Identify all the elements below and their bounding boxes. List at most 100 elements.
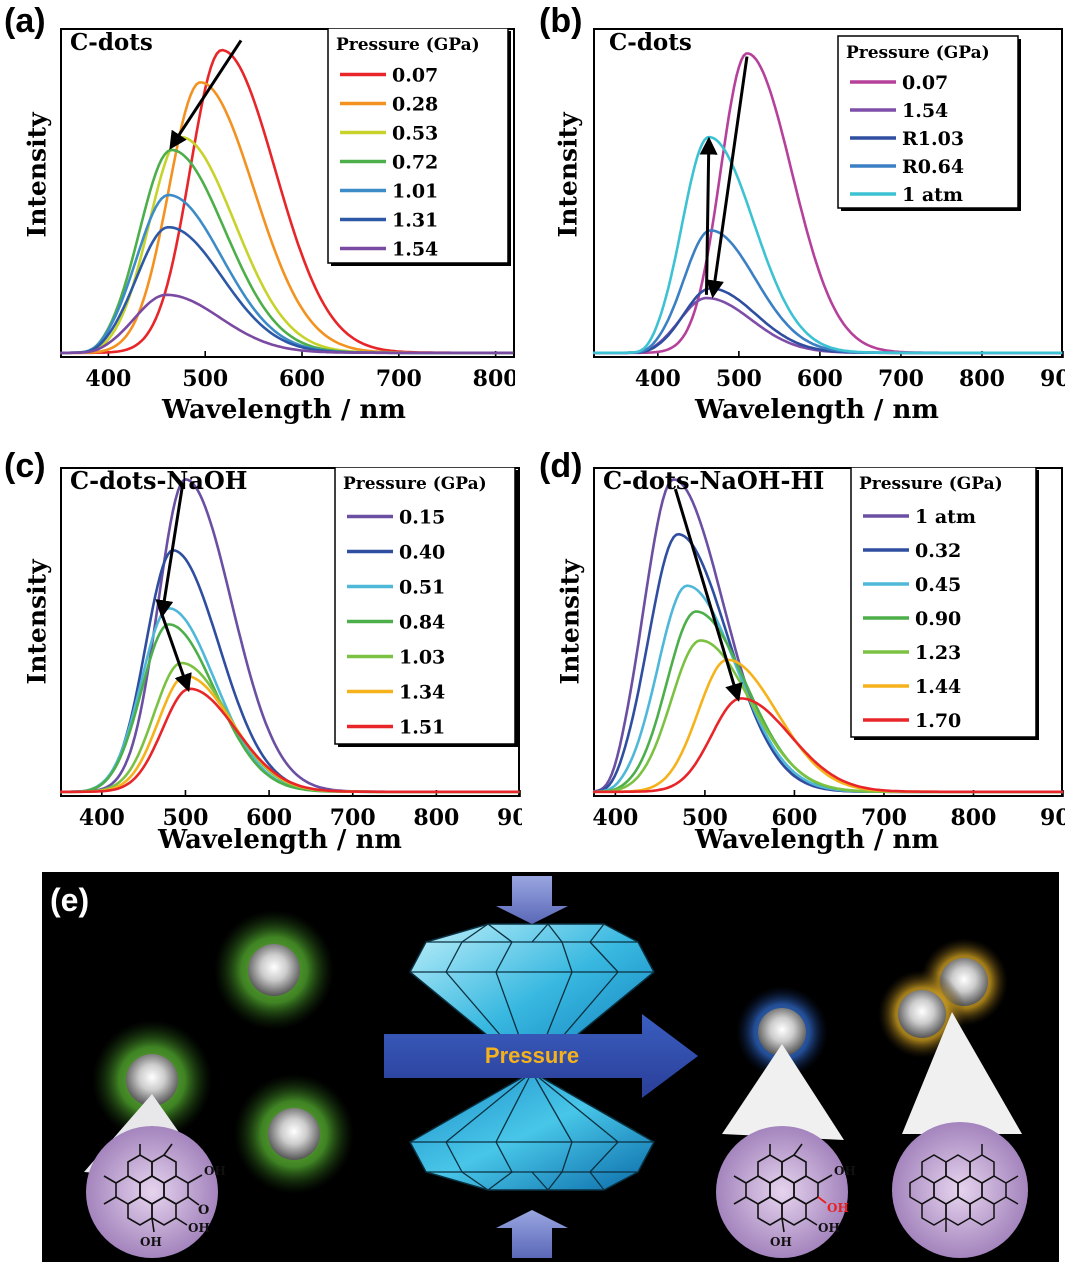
x-tick-label-a-4: 800 xyxy=(473,366,515,392)
legend-label-c-6: 1.51 xyxy=(399,717,445,739)
x-tick-label-a-2: 600 xyxy=(279,366,325,392)
x-tick-label-b-0: 400 xyxy=(635,366,681,392)
trend-arrow-c-2 xyxy=(160,614,192,693)
right-oh-red: OH xyxy=(827,1201,849,1215)
x-axis-label-c: Wavelength / nm xyxy=(158,825,402,855)
scheme-illustration: OH O OH OH xyxy=(84,876,1028,1258)
legend-label-d-6: 1.70 xyxy=(915,710,961,732)
chart-title-d: C-dots-NaOH-HI xyxy=(603,467,824,495)
legend-box-d xyxy=(850,467,1037,738)
x-tick-label-d-2: 600 xyxy=(771,805,817,831)
chart-b: 400 500 600 700 800 900 C-dots Pressure (GPa) 0.… xyxy=(593,28,1065,392)
y-axis-label-d: Intensity xyxy=(555,559,585,685)
y-axis-label-a: Intensity xyxy=(22,112,52,238)
legend-label-a-2: 0.53 xyxy=(392,123,438,145)
series-line-b-4 xyxy=(593,135,1063,355)
chart-title-c: C-dots-NaOH xyxy=(70,467,247,495)
x-tick-label-b-3: 700 xyxy=(878,366,924,392)
chart-d: 400 500 600 700 800 900 C-dots-NaOH-HI Pressure… xyxy=(593,467,1065,831)
x-tick-label-b-4: 800 xyxy=(959,366,1005,392)
legend-label-a-4: 1.01 xyxy=(392,181,438,203)
legend-label-c-0: 0.15 xyxy=(399,507,445,529)
panel-a: (a) Intensity 400 500 600 700 800 C-dots Press… xyxy=(0,0,530,430)
right-oh-bottom: OH xyxy=(770,1235,792,1249)
x-tick-label-a-3: 700 xyxy=(376,366,422,392)
x-tick-label-c-2: 600 xyxy=(246,805,292,831)
panel-c: (c) Intensity 400 500 600 700 800 900 C-dots-N… xyxy=(0,445,530,865)
y-axis-label-b: Intensity xyxy=(553,112,583,238)
x-tick-label-d-1: 500 xyxy=(682,805,728,831)
legend-label-d-5: 1.44 xyxy=(915,676,961,698)
legend-label-c-1: 0.40 xyxy=(399,542,445,564)
series-line-c-6 xyxy=(60,687,520,794)
legend-box-a xyxy=(327,28,509,264)
press-arrow-top-icon xyxy=(496,876,568,924)
plot-frame-b xyxy=(593,28,1063,358)
x-tick-label-b-1: 500 xyxy=(716,366,762,392)
pressure-scheme: (e) xyxy=(42,872,1059,1262)
legend-label-c-5: 1.34 xyxy=(399,682,445,704)
series-line-b-2 xyxy=(593,287,1063,355)
pressure-arrow-icon xyxy=(384,1014,698,1098)
molecule-graphitic xyxy=(892,1122,1028,1258)
legend-label-a-0: 0.07 xyxy=(392,65,438,87)
molecule-left: OH O OH OH xyxy=(86,1126,226,1258)
x-tick-label-d-5: 900 xyxy=(1040,805,1065,831)
legend-label-a-5: 1.31 xyxy=(392,210,438,232)
left-oh-mid: OH xyxy=(188,1221,210,1235)
y-axis-label-c: Intensity xyxy=(22,559,52,685)
plot-frame-d xyxy=(593,467,1063,797)
trend-arrow-b-up xyxy=(699,136,718,295)
zoom-cone-blue xyxy=(722,1044,844,1140)
panel-label-b: (b) xyxy=(539,2,583,40)
x-tick-label-b-2: 600 xyxy=(797,366,843,392)
legend-title-d: Pressure (GPa) xyxy=(859,474,1003,494)
panel-label-d: (d) xyxy=(539,447,583,485)
chart-title-b: C-dots xyxy=(609,29,692,56)
x-tick-label-c-1: 500 xyxy=(162,805,208,831)
x-tick-label-a-1: 500 xyxy=(182,366,228,392)
diamond-anvil-bottom xyxy=(408,1071,656,1191)
legend-label-d-2: 0.45 xyxy=(915,574,961,596)
legend-label-a-3: 0.72 xyxy=(392,152,438,174)
panel-label-e: (e) xyxy=(50,882,90,918)
legend-box-b xyxy=(837,35,1019,209)
legend-label-b-1: 1.54 xyxy=(902,100,948,122)
x-tick-label-d-3: 700 xyxy=(861,805,907,831)
molecule-right: OH OH OH OH xyxy=(716,1126,856,1258)
chart-title-a: C-dots xyxy=(70,29,153,56)
zoom-cone-yellow xyxy=(902,1012,1022,1134)
legend-label-a-1: 0.28 xyxy=(392,94,438,116)
x-tick-label-c-4: 800 xyxy=(413,805,459,831)
trend-arrow-c-1 xyxy=(155,482,185,619)
legend-label-b-3: R0.64 xyxy=(902,156,964,178)
legend-box-c xyxy=(334,467,516,745)
legend-title-a: Pressure (GPa) xyxy=(336,35,480,55)
x-tick-label-c-0: 400 xyxy=(79,805,125,831)
x-axis-label-a: Wavelength / nm xyxy=(162,395,406,425)
x-tick-label-a-0: 400 xyxy=(85,366,131,392)
x-tick-label-c-3: 700 xyxy=(330,805,376,831)
x-axis-label-d: Wavelength / nm xyxy=(695,825,939,855)
legend-title-c: Pressure (GPa) xyxy=(343,474,487,494)
chart-a: 400 500 600 700 800 C-dots Pressure (GPa) 0.07 0… xyxy=(60,28,515,392)
legend-label-d-3: 0.90 xyxy=(915,608,961,630)
panel-label-c: (c) xyxy=(4,447,46,485)
legend-label-c-4: 1.03 xyxy=(399,647,445,669)
trend-arrow-b-down xyxy=(706,56,749,299)
x-tick-label-d-0: 400 xyxy=(593,805,638,831)
green-dot-3 xyxy=(234,1074,354,1194)
series-line-d-6 xyxy=(593,697,1063,794)
series-line-a-6 xyxy=(60,293,514,355)
chart-c: 400 500 600 700 800 900 C-dots-NaOH Pressure (G… xyxy=(60,467,522,831)
legend-label-d-4: 1.23 xyxy=(915,642,961,664)
legend-label-b-0: 0.07 xyxy=(902,72,948,94)
left-oh-top: OH xyxy=(204,1164,226,1178)
panel-d: (d) Intensity 400 500 600 700 800 900 C-dots-N… xyxy=(535,445,1067,865)
trend-arrow-a xyxy=(169,39,243,150)
x-axis-label-b: Wavelength / nm xyxy=(695,395,939,425)
x-tick-label-c-5: 900 xyxy=(497,805,522,831)
left-oh-bottom: OH xyxy=(140,1235,162,1249)
plot-frame-c xyxy=(60,467,520,797)
legend-label-d-0: 1 atm xyxy=(915,506,976,528)
